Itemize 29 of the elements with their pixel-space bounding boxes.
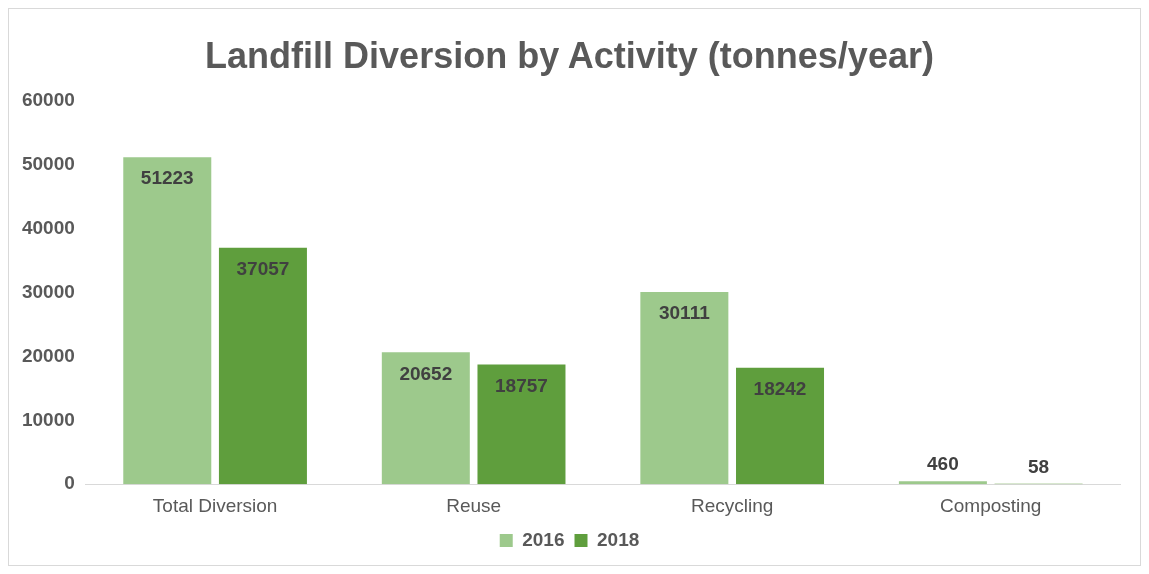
y-tick-label: 30000 [21, 280, 75, 302]
data-label: 20652 [399, 362, 453, 384]
chart-title: Landfill Diversion by Activity (tonnes/year) [205, 34, 934, 76]
y-tick-label: 60000 [21, 89, 75, 111]
y-tick-label: 40000 [21, 217, 75, 239]
legend-label: 2018 [597, 528, 640, 550]
legend-label: 2016 [522, 528, 565, 550]
data-label: 460 [927, 453, 959, 475]
data-label: 18757 [495, 374, 548, 396]
y-tick-label: 20000 [21, 344, 75, 366]
y-tick-label: 10000 [21, 408, 75, 430]
y-tick-label: 0 [64, 472, 75, 494]
y-tick-label: 50000 [21, 153, 75, 175]
data-label: 30111 [658, 302, 711, 324]
bar [123, 157, 212, 485]
data-label: 58 [1027, 456, 1050, 478]
data-label: 37057 [236, 257, 290, 279]
bar [381, 352, 470, 485]
x-tick-label: Recycling [691, 494, 774, 516]
data-label: 18242 [753, 377, 807, 399]
bar [736, 367, 825, 485]
bar [898, 481, 987, 485]
bar [218, 247, 307, 485]
bar [640, 291, 729, 485]
x-tick-label: Composting [940, 494, 1042, 516]
bar [477, 364, 566, 485]
x-tick-label: Reuse [446, 494, 502, 516]
x-tick-label: Total Diversion [152, 494, 278, 516]
data-label: 51223 [140, 167, 194, 189]
